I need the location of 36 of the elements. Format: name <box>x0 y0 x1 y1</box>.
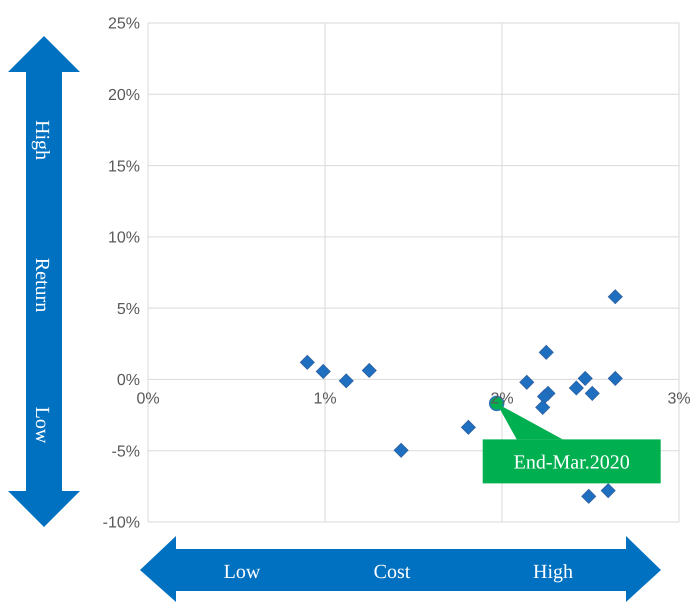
x-axis-title: Cost <box>374 561 411 583</box>
x-tick-label: 3% <box>667 390 691 408</box>
point <box>460 420 476 435</box>
y-tick-label: -10% <box>102 514 140 532</box>
y-tick-label: 20% <box>108 86 140 104</box>
point <box>535 400 550 415</box>
y-tick-label: 25% <box>108 16 140 33</box>
point <box>537 389 552 404</box>
point <box>608 289 623 304</box>
y-tick-label: 10% <box>108 230 140 247</box>
annotation: End-Mar.2020 <box>514 451 630 474</box>
point <box>538 344 554 360</box>
point <box>316 364 331 379</box>
text: Low <box>224 561 261 583</box>
x-tick-label: 2% <box>490 390 514 408</box>
x-tick-label: 1% <box>313 390 337 408</box>
point <box>584 386 600 401</box>
point <box>300 354 315 370</box>
point <box>568 380 584 396</box>
x-tick-label: 0% <box>136 390 160 408</box>
y-tick-label: 0% <box>116 372 140 390</box>
point <box>394 442 409 458</box>
point <box>338 373 354 388</box>
text: Low <box>31 406 53 444</box>
point <box>608 371 623 386</box>
y-tick-label: 5% <box>116 300 140 318</box>
point <box>519 374 534 390</box>
y-tick-label: 15% <box>108 158 140 176</box>
text: High <box>31 120 53 160</box>
point <box>578 371 593 386</box>
y-axis-title: Return <box>31 258 53 312</box>
point <box>600 483 616 498</box>
point <box>581 488 596 504</box>
y-tick-label: -5% <box>112 443 140 460</box>
point <box>362 363 377 378</box>
text: High <box>533 561 573 583</box>
